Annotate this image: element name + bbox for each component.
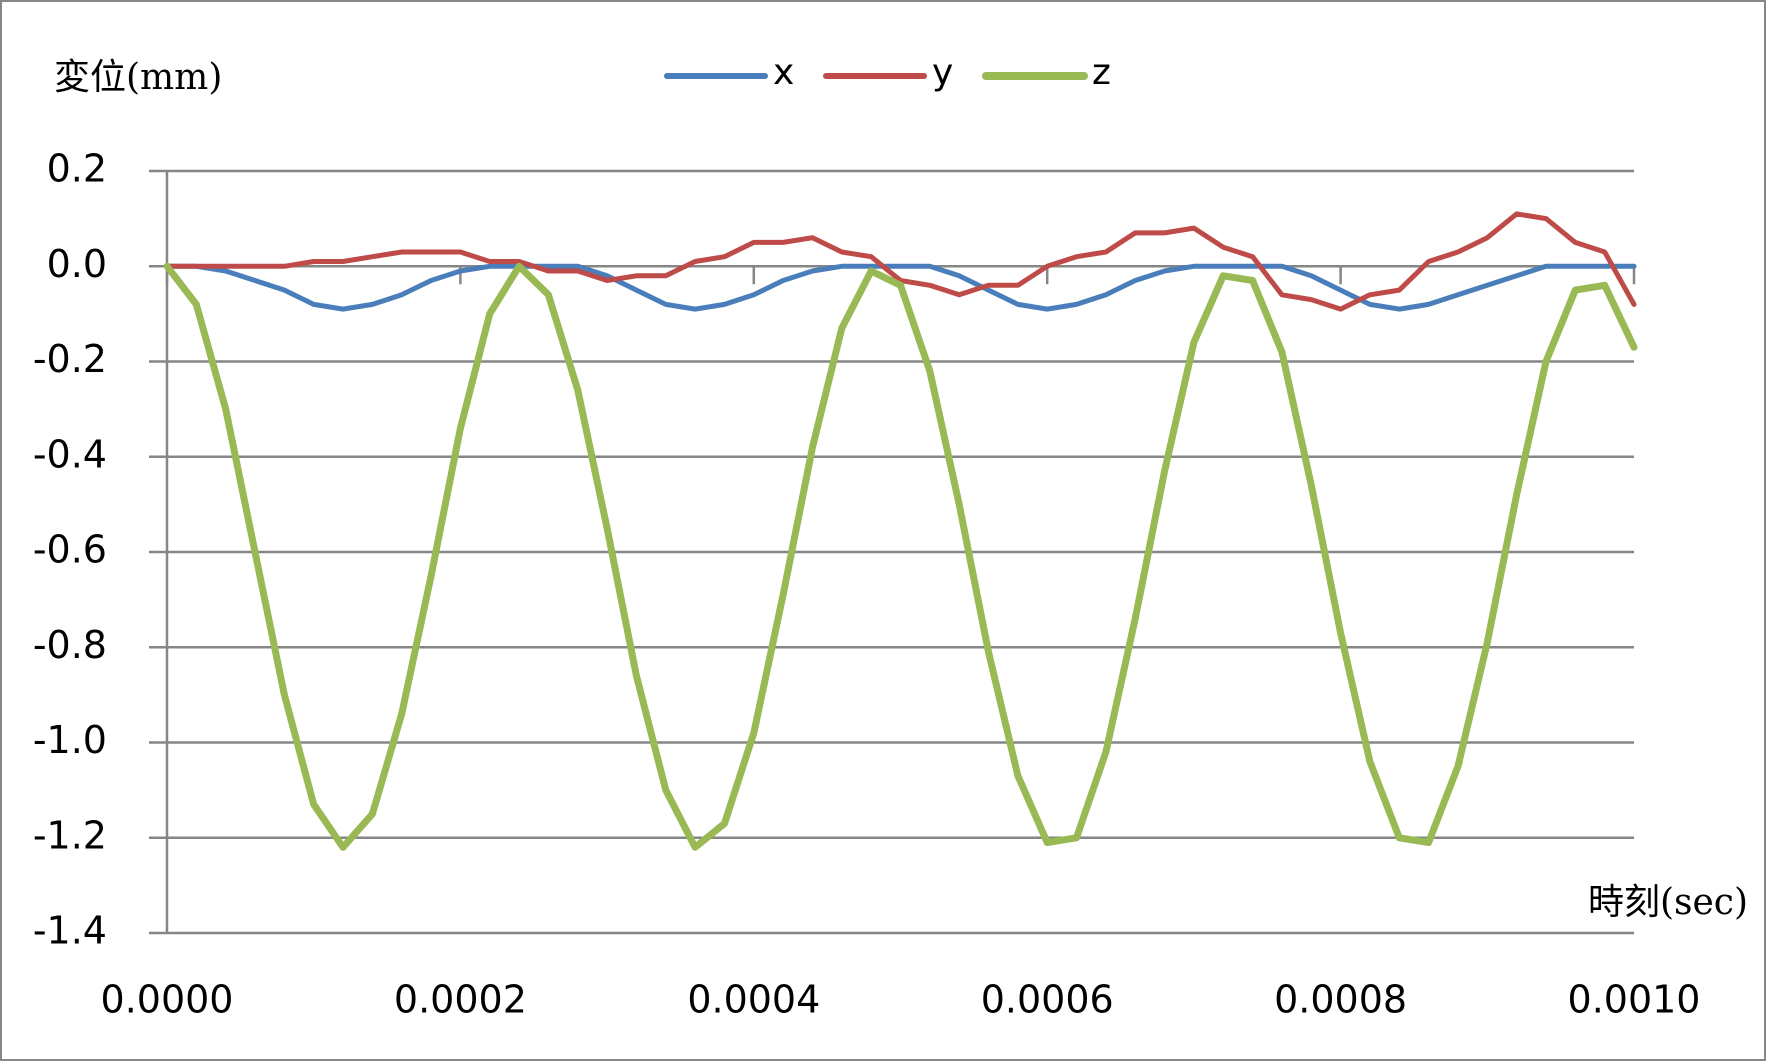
y-tick-label: -0.8 (33, 623, 107, 667)
series-line (164, 263, 1637, 312)
y-tick-label: -0.4 (33, 432, 107, 476)
y-tick-label: -1.2 (33, 813, 107, 857)
x-tick-label: 0.0002 (394, 978, 527, 1022)
series-line (164, 211, 1637, 312)
series-line (163, 262, 1638, 851)
x-tick-label: 0.0008 (1274, 978, 1407, 1022)
y-tick-label: 0.2 (47, 147, 107, 191)
y-axis-title: 変位(mm) (54, 57, 222, 98)
x-tick-label: 0.0000 (101, 978, 234, 1022)
legend-label: y (932, 52, 953, 93)
x-axis-title: 時刻(sec) (1588, 882, 1748, 923)
y-tick-label: -0.2 (33, 337, 107, 381)
y-tick-label: -1.0 (33, 718, 107, 762)
y-tick-label: -0.6 (33, 528, 107, 572)
x-tick-label: 0.0010 (1568, 978, 1701, 1022)
x-tick-label: 0.0004 (687, 978, 820, 1022)
y-tick-label: 0.0 (47, 242, 107, 286)
x-tick-label: 0.0006 (981, 978, 1114, 1022)
legend-label: x (773, 52, 794, 93)
legend-label: z (1092, 52, 1111, 93)
y-tick-label: -1.4 (33, 909, 107, 953)
